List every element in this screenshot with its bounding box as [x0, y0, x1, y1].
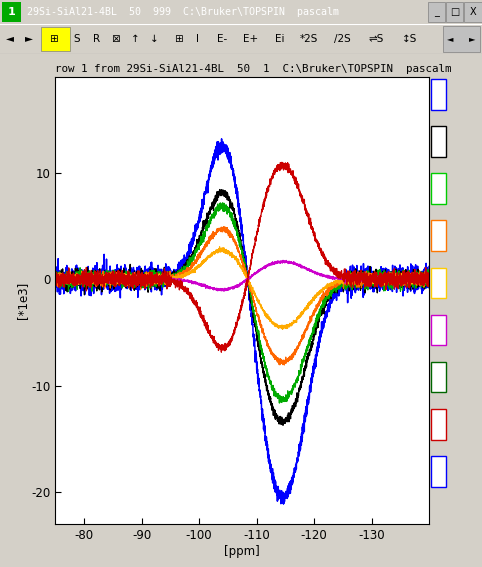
Text: E+: E+	[243, 33, 258, 44]
Text: /2S: /2S	[334, 33, 350, 44]
Text: row 1 from 29Si-SiAl21-4BL  50  1  C:\Bruker\TOPSPIN  pascalm: row 1 from 29Si-SiAl21-4BL 50 1 C:\Bruke…	[55, 65, 452, 74]
Text: ↓: ↓	[150, 33, 159, 44]
Text: I: I	[196, 33, 199, 44]
Text: ⊠: ⊠	[111, 33, 120, 44]
Text: ⇌S: ⇌S	[368, 33, 384, 44]
Text: ⊞: ⊞	[174, 33, 183, 44]
Text: ◄: ◄	[447, 34, 454, 43]
Bar	[446, 2, 463, 22]
Text: ►: ►	[25, 33, 33, 44]
X-axis label: [ppm]: [ppm]	[224, 545, 260, 558]
Text: S: S	[74, 33, 80, 44]
Text: E-: E-	[216, 33, 227, 44]
Text: _: _	[434, 7, 439, 16]
Bar	[464, 2, 482, 22]
Text: ◄: ◄	[6, 33, 13, 44]
Text: X: X	[469, 7, 476, 16]
Text: R: R	[93, 33, 100, 44]
Text: ↑: ↑	[131, 33, 139, 44]
Text: ►: ►	[469, 34, 476, 43]
Text: Ei: Ei	[275, 33, 284, 44]
Text: 29Si-SiAl21-4BL  50  999  C:\Bruker\TOPSPIN  pascalm: 29Si-SiAl21-4BL 50 999 C:\Bruker\TOPSPIN…	[27, 7, 338, 16]
Y-axis label: [*1e3]: [*1e3]	[15, 282, 28, 319]
Text: 1: 1	[8, 7, 15, 16]
Text: ↕S: ↕S	[402, 33, 417, 44]
Text: *2S: *2S	[299, 33, 318, 44]
Bar	[2, 2, 21, 23]
Bar	[41, 27, 70, 51]
Bar	[428, 2, 445, 22]
Text: □: □	[450, 7, 459, 16]
Bar	[443, 26, 480, 52]
Text: ⊞: ⊞	[49, 33, 57, 44]
